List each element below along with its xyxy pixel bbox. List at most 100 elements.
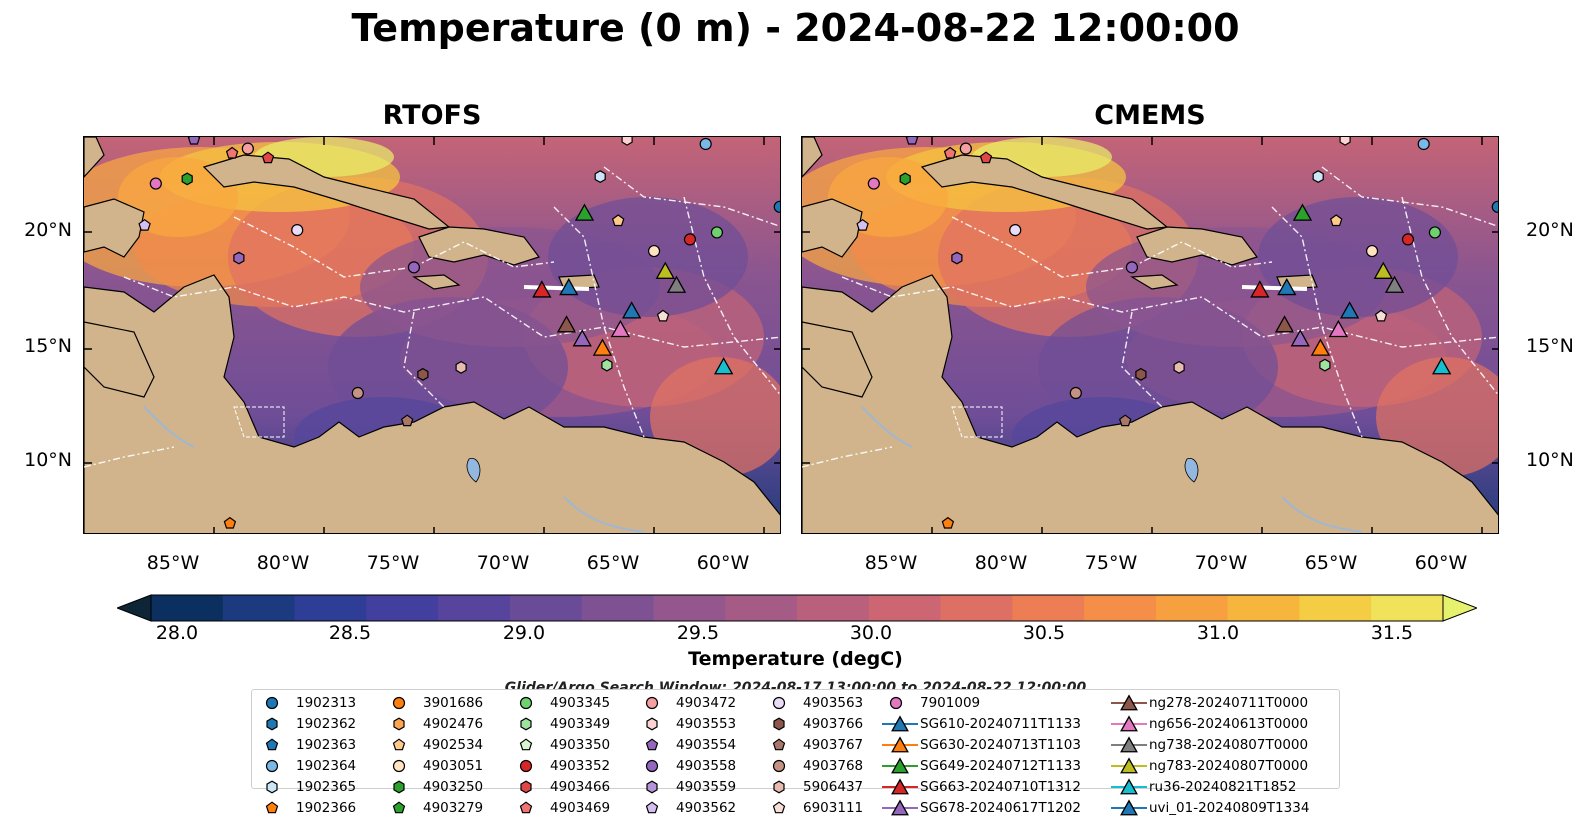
map-marker-pentagon [1329,214,1343,227]
map-panel-rtofs[interactable] [83,136,781,534]
legend-item: SG663-20240710T1312 [880,776,1081,797]
legend-label: SG630-20240713T1103 [920,736,1081,753]
legend-label: 4903767 [803,736,864,753]
colorbar-swatch [509,595,583,621]
map-marker-triangle [713,357,734,375]
map-marker-pentagon [656,309,670,322]
legend-label: SG678-20240617T1202 [920,800,1081,817]
colorbar-tick-30-0: 30.0 [849,622,893,644]
legend-item: 4903768 [763,755,863,776]
legend-label: 4902534 [423,736,484,753]
lake [466,458,481,483]
colorbar-tick-31-5: 31.5 [1370,622,1414,644]
lon-tick-right-85w: 85°W [864,552,918,574]
map-marker-triangle [1310,338,1331,356]
legend-marker-pentagon [763,735,803,755]
map-marker-pentagon [223,516,237,529]
legend-column: 7901009 SG610-20240711T1133 SG630-20240713… [880,692,1081,819]
eez-boundary [841,276,1498,348]
map-marker-triangle [666,275,687,293]
lon-tick-right-70w: 70°W [1194,552,1248,574]
legend-label: 4903345 [550,694,611,711]
temperature-patch [548,197,748,317]
map-marker-pentagon [1374,309,1388,322]
lon-tick-right-60w: 60°W [1414,552,1468,574]
legend-item: 4902476 [383,713,483,734]
map-marker-circle [683,233,697,246]
legend-item: SG630-20240713T1103 [880,734,1081,755]
legend-marker-triangle-line [1109,756,1149,776]
legend-item: 4903767 [763,734,863,755]
eez-boundary [233,406,285,438]
legend-item: 4903558 [636,755,736,776]
map-marker-circle [1069,386,1082,400]
map-marker-pentagon [611,214,625,227]
colorbar-swatch [294,595,367,621]
map-marker-pentagon [138,218,151,231]
legend-marker-hexagon [636,777,676,797]
land-mass [802,137,823,178]
legend-marker-triangle-line [1109,798,1149,818]
map-marker-triangle [572,329,592,347]
legend-item: uvi_01-20240809T1334 [1109,797,1309,818]
map-panel-cmems[interactable] [801,136,1499,534]
glider-track [1241,285,1308,291]
legend-label: 4903766 [803,715,864,732]
colorbar-swatch [151,595,224,621]
map-marker-triangle [1292,203,1313,221]
colorbar-swatch [366,595,439,621]
legend-label: 3901686 [423,694,484,711]
legend-marker-hexagon [510,714,550,734]
legend-item: 7901009 [880,692,1081,713]
legend-item: 4903553 [636,713,736,734]
river [143,406,195,448]
legend-item: ng656-20240613T0000 [1109,713,1309,734]
legend-marker-pentagon [636,735,676,755]
land-mass [84,198,145,258]
colorbar-swatch [725,595,798,621]
legend-item: 4903559 [636,776,736,797]
legend-label: 1902363 [296,736,357,753]
map-marker-hexagon [621,137,633,146]
land-mass [802,198,863,258]
map-marker-triangle [1250,280,1270,298]
map-marker-circle [710,226,724,239]
legend-marker-pentagon [256,735,296,755]
map-marker-circle [1491,200,1498,213]
map-marker-pentagon [941,516,955,529]
lat-tick-right-10n: 10°N [1526,449,1574,471]
legend-label: 1902366 [296,800,357,817]
map-marker-circle [241,142,254,155]
map-marker-triangle [556,315,577,333]
map-marker-pentagon [905,137,919,145]
colorbar-swatch [222,595,296,621]
map-marker-hexagon [1312,170,1324,183]
colorbar-swatch [1227,595,1300,621]
legend-column: ng278-20240711T0000 ng656-20240613T0000 ng… [1109,692,1309,819]
colorbar-swatch [653,595,726,621]
figure-title: Temperature (0 m) - 2024-08-22 12:00:00 [351,6,1240,50]
eez-boundary [403,311,445,408]
legend-label: 4903466 [550,778,611,795]
map-marker-pentagon [225,146,239,159]
legend-marker-circle [383,693,423,713]
legend-item: 1902363 [256,734,356,755]
land-mass [1136,226,1258,266]
legend-marker-pentagon [256,798,296,818]
panel-title-rtofs: RTOFS [382,100,482,131]
map-marker-triangle [574,203,595,221]
map-marker-hexagon [601,358,613,372]
land-mass [202,154,451,230]
map-marker-triangle [655,261,675,279]
map-marker-hexagon [181,172,193,186]
eez-boundary [84,446,175,468]
lat-tick-left-10n: 10°N [24,449,72,471]
colorbar-swatch [438,595,511,621]
map-marker-circle [1428,226,1442,239]
legend-item: SG610-20240711T1133 [880,713,1081,734]
map-marker-circle [699,137,712,151]
lake [1184,458,1199,483]
map-marker-pentagon [979,151,993,164]
colorbar-tick-29-0: 29.0 [502,622,546,644]
colorbar-extend-low [115,594,152,622]
